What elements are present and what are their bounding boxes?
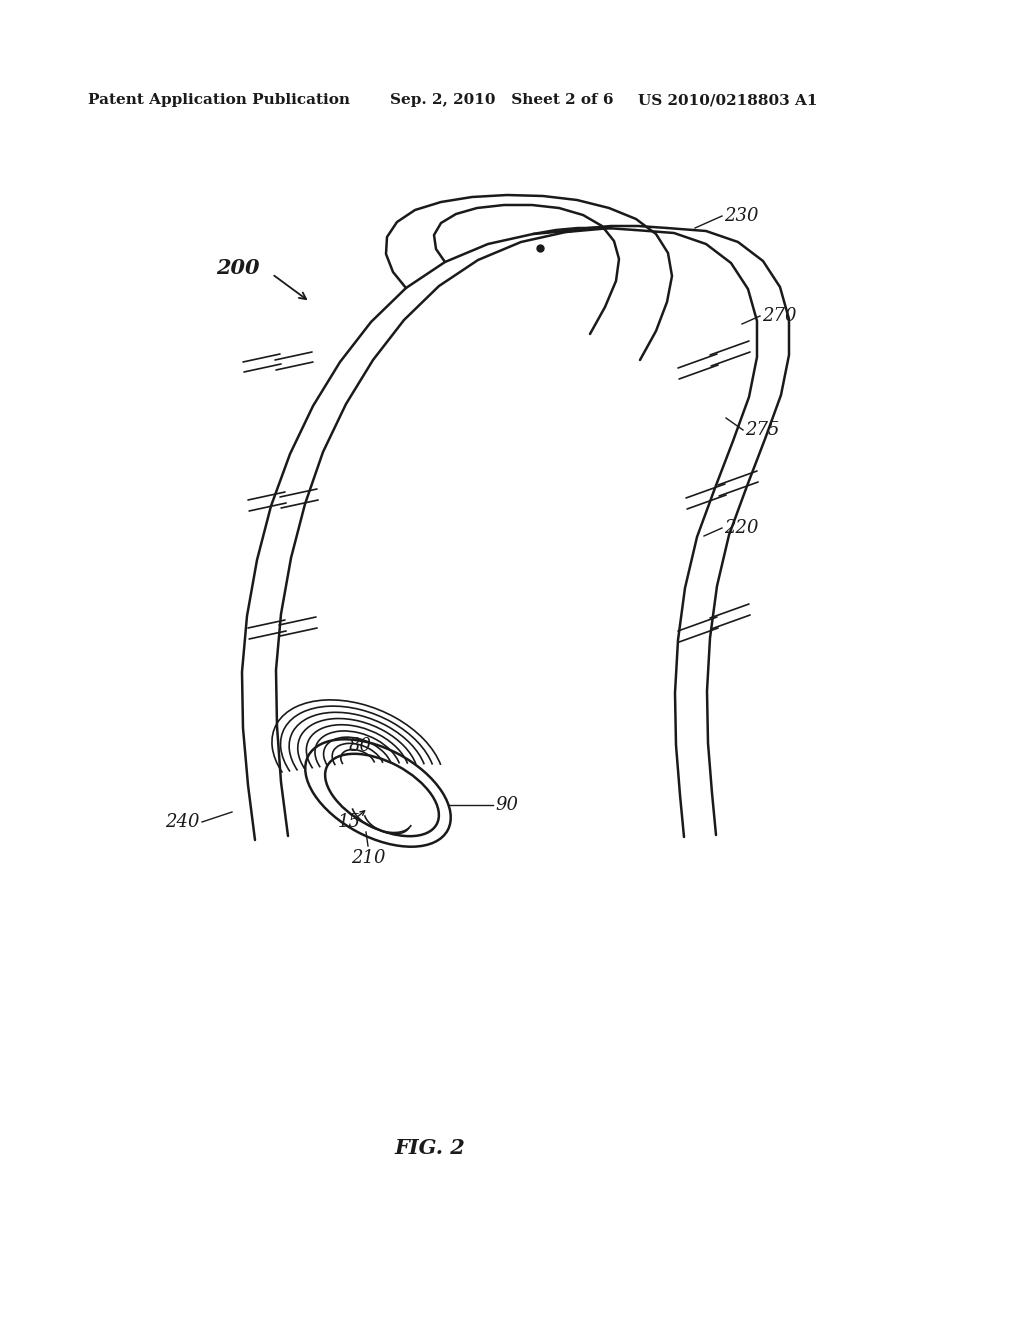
Text: 240: 240 [166,813,200,832]
Text: 210: 210 [351,849,385,867]
Text: 15: 15 [338,813,361,832]
Text: 90: 90 [495,796,518,814]
Text: Sep. 2, 2010   Sheet 2 of 6: Sep. 2, 2010 Sheet 2 of 6 [390,92,613,107]
Text: 80: 80 [348,737,372,755]
Text: Patent Application Publication: Patent Application Publication [88,92,350,107]
Text: 230: 230 [724,207,759,224]
Text: US 2010/0218803 A1: US 2010/0218803 A1 [638,92,817,107]
Text: 200: 200 [216,257,260,279]
Text: 270: 270 [762,308,797,325]
Text: FIG. 2: FIG. 2 [394,1138,465,1158]
Text: 275: 275 [745,421,779,440]
Text: 220: 220 [724,519,759,537]
